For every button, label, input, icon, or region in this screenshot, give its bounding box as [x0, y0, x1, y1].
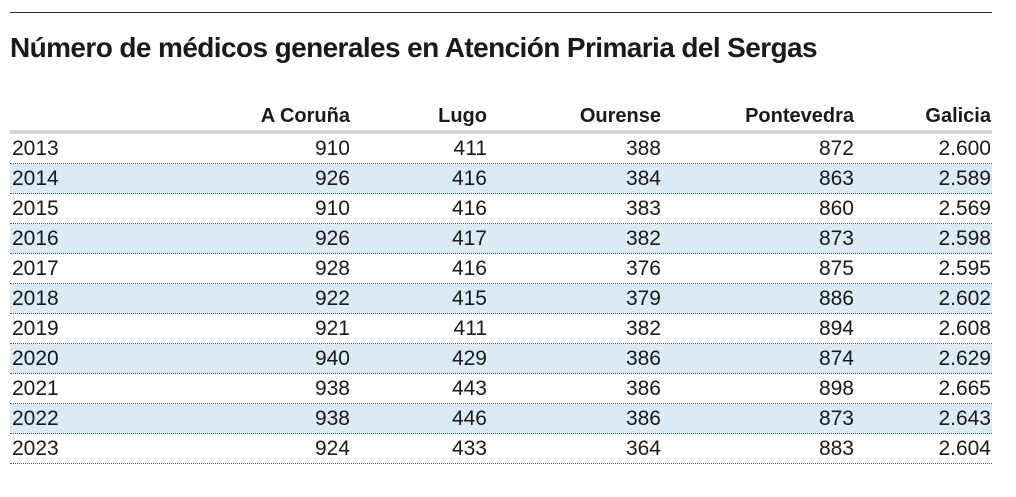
value-cell: 416: [451, 167, 487, 190]
year-cell: 2022: [12, 407, 59, 430]
value-cell: 384: [625, 167, 661, 190]
value-cell: 860: [818, 197, 854, 220]
value-cell: 443: [451, 377, 487, 400]
value-cell: 921: [314, 317, 350, 340]
year-cell: 2017: [12, 257, 59, 280]
table-row: 2022 938 446 386 873 2.643: [10, 404, 992, 434]
value-cell: 873: [818, 407, 854, 430]
value-cell: 874: [818, 347, 854, 370]
value-cell: 938: [314, 407, 350, 430]
table-row: 2021 938 443 386 898 2.665: [10, 374, 992, 404]
value-cell: 2.595: [938, 257, 991, 280]
year-cell: 2020: [12, 347, 59, 370]
value-cell: 2.600: [938, 137, 991, 160]
top-rule: [10, 12, 992, 13]
table-row: 2015 910 416 383 860 2.569: [10, 194, 992, 224]
year-cell: 2013: [12, 137, 59, 160]
table-row: 2016 926 417 382 873 2.598: [10, 224, 992, 254]
value-cell: 940: [314, 347, 350, 370]
value-cell: 417: [451, 227, 487, 250]
value-cell: 928: [314, 257, 350, 280]
value-cell: 898: [818, 377, 854, 400]
value-cell: 433: [451, 437, 487, 460]
value-cell: 872: [818, 137, 854, 160]
value-cell: 415: [451, 287, 487, 310]
value-cell: 376: [625, 257, 661, 280]
value-cell: 938: [314, 377, 350, 400]
value-cell: 2.604: [938, 437, 991, 460]
value-cell: 364: [625, 437, 661, 460]
value-cell: 883: [818, 437, 854, 460]
value-cell: 382: [625, 227, 661, 250]
value-cell: 894: [818, 317, 854, 340]
value-cell: 416: [451, 197, 487, 220]
value-cell: 2.629: [938, 347, 991, 370]
column-header: Ourense: [579, 105, 661, 127]
value-cell: 446: [451, 407, 487, 430]
column-header: Lugo: [438, 105, 487, 127]
year-cell: 2019: [12, 317, 59, 340]
table-row: 2019 921 411 382 894 2.608: [10, 314, 992, 344]
year-cell: 2021: [12, 377, 59, 400]
year-cell: 2014: [12, 167, 59, 190]
value-cell: 411: [453, 137, 487, 160]
table-row: 2013 910 411 388 872 2.600: [10, 134, 992, 164]
column-header: Pontevedra: [745, 105, 854, 127]
value-cell: 429: [451, 347, 487, 370]
value-cell: 383: [625, 197, 661, 220]
value-cell: 386: [625, 407, 661, 430]
value-cell: 875: [818, 257, 854, 280]
value-cell: 388: [625, 137, 661, 160]
table-row: 2020 940 429 386 874 2.629: [10, 344, 992, 374]
value-cell: 386: [625, 347, 661, 370]
column-header: Galicia: [925, 105, 991, 127]
value-cell: 926: [314, 167, 350, 190]
value-cell: 2.665: [938, 377, 991, 400]
value-cell: 910: [314, 197, 350, 220]
value-cell: 386: [625, 377, 661, 400]
value-cell: 924: [314, 437, 350, 460]
column-header: A Coruña: [260, 105, 350, 127]
table-row: 2018 922 415 379 886 2.602: [10, 284, 992, 314]
value-cell: 2.589: [938, 167, 991, 190]
value-cell: 2.602: [938, 287, 991, 310]
value-cell: 379: [625, 287, 661, 310]
value-cell: 382: [625, 317, 661, 340]
value-cell: 863: [818, 167, 854, 190]
year-cell: 2016: [12, 227, 59, 250]
value-cell: 886: [818, 287, 854, 310]
value-cell: 922: [314, 287, 350, 310]
value-cell: 2.608: [938, 317, 991, 340]
year-cell: 2015: [12, 197, 59, 220]
table-row: 2023 924 433 364 883 2.604: [10, 434, 992, 464]
value-cell: 2.569: [938, 197, 991, 220]
value-cell: 2.643: [938, 407, 991, 430]
value-cell: 873: [818, 227, 854, 250]
header-rule: [10, 130, 992, 134]
value-cell: 2.598: [938, 227, 991, 250]
table-row: 2017 928 416 376 875 2.595: [10, 254, 992, 284]
value-cell: 411: [453, 317, 487, 340]
value-cell: 910: [314, 137, 350, 160]
year-cell: 2023: [12, 437, 59, 460]
title: Número de médicos generales en Atención …: [10, 32, 818, 63]
table-row: 2014 926 416 384 863 2.589: [10, 164, 992, 194]
year-cell: 2018: [12, 287, 59, 310]
value-cell: 926: [314, 227, 350, 250]
value-cell: 416: [451, 257, 487, 280]
